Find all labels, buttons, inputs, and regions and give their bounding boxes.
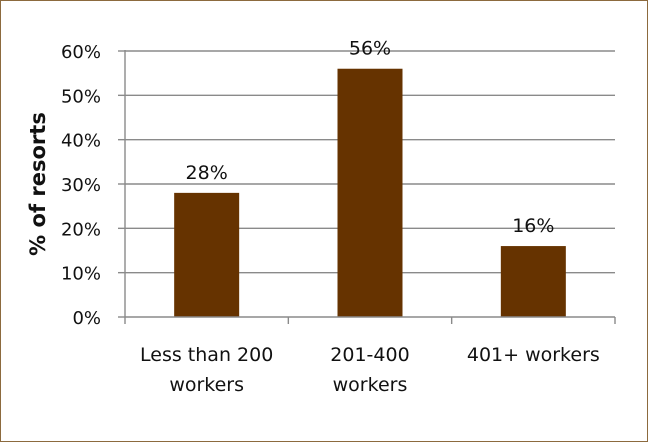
bar — [500, 246, 566, 317]
x-axis — [124, 50, 616, 324]
category-label: 201-400 — [330, 344, 409, 366]
category-labels: Less than 200 workers 201-400 workers 401+ w… — [140, 344, 600, 396]
y-tick-label: 60% — [61, 42, 101, 63]
bars — [174, 68, 566, 317]
bar — [174, 192, 240, 317]
data-label: 16% — [512, 215, 554, 237]
y-tick-label: 50% — [61, 86, 101, 107]
category-label: workers — [169, 374, 244, 396]
y-tick-label: 40% — [61, 131, 101, 152]
y-tick-label: 30% — [61, 175, 101, 196]
y-tick-label: 20% — [61, 219, 101, 240]
y-tick-labels: 0% 10% 20% 30% 40% 50% 60% — [61, 42, 101, 329]
data-labels: 28% 56% 16% — [186, 38, 555, 237]
y-tick-label: 10% — [61, 264, 101, 285]
category-label: workers — [333, 374, 408, 396]
data-label: 28% — [186, 162, 228, 184]
data-label: 56% — [349, 38, 391, 60]
y-tick-label: 0% — [72, 308, 101, 329]
bar — [337, 68, 403, 317]
category-label: Less than 200 — [140, 344, 273, 366]
y-axis-title: % of resorts — [26, 112, 50, 256]
category-label: 401+ workers — [467, 344, 600, 366]
